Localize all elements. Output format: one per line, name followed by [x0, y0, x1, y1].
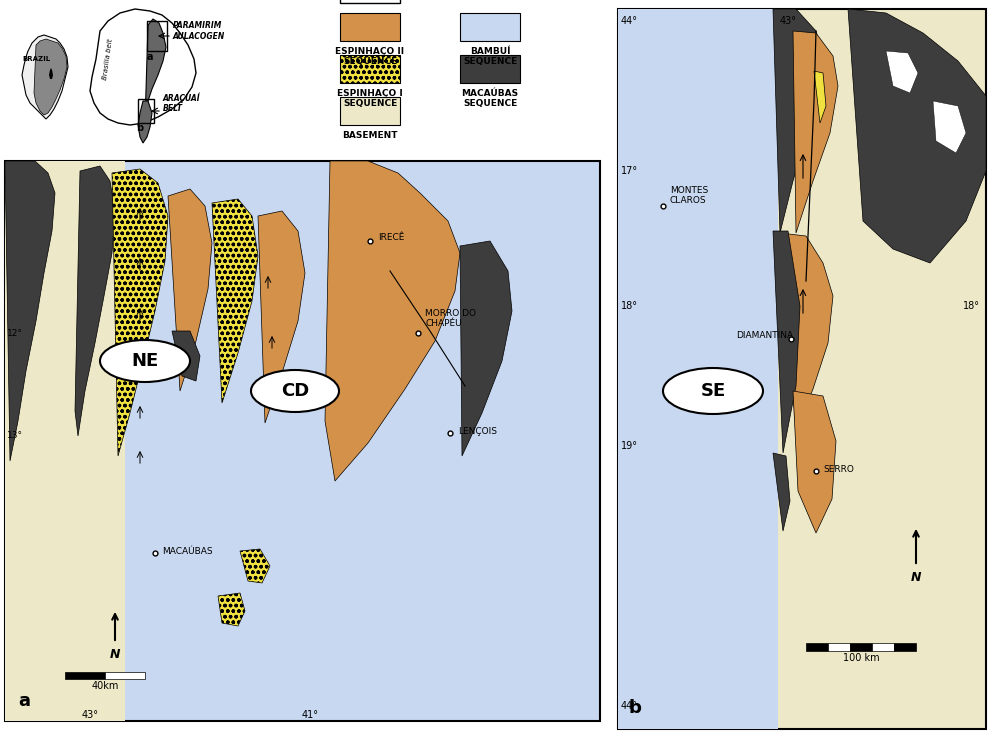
- Polygon shape: [848, 9, 986, 263]
- Bar: [105, 672, 145, 679]
- Polygon shape: [814, 71, 826, 123]
- Text: 44°: 44°: [621, 701, 638, 711]
- Polygon shape: [168, 189, 212, 391]
- Text: MONTES
CLAROS: MONTES CLAROS: [670, 185, 708, 205]
- Polygon shape: [112, 169, 168, 456]
- Polygon shape: [212, 199, 258, 403]
- Text: 12°: 12°: [7, 328, 23, 337]
- Text: 17°: 17°: [621, 166, 638, 176]
- Bar: [340, 13, 400, 41]
- Text: Brasilia belt: Brasilia belt: [102, 38, 114, 80]
- Text: IRECÊ: IRECÊ: [378, 234, 405, 243]
- Bar: [340, 0, 400, 3]
- Text: ESPINHAÇO II
SEQUENCE: ESPINHAÇO II SEQUENCE: [335, 47, 405, 66]
- Polygon shape: [933, 101, 966, 153]
- Text: 43°: 43°: [780, 16, 797, 26]
- Polygon shape: [218, 593, 245, 626]
- Text: MACAÚBAS
SEQUENCE: MACAÚBAS SEQUENCE: [462, 89, 518, 108]
- Polygon shape: [55, 181, 90, 411]
- Bar: [618, 9, 778, 729]
- Polygon shape: [793, 391, 836, 533]
- Polygon shape: [793, 31, 838, 233]
- Bar: [5, 161, 125, 721]
- Polygon shape: [780, 233, 833, 431]
- Bar: [147, 21, 167, 51]
- Text: PARAMIRIM
AULACOGEN: PARAMIRIM AULACOGEN: [173, 21, 225, 41]
- Text: BAMBUÍ
SEQUENCE: BAMBUÍ SEQUENCE: [463, 47, 517, 66]
- Polygon shape: [90, 9, 196, 125]
- Text: DIAMANTINA: DIAMANTINA: [736, 331, 793, 340]
- Text: ARAÇUAÍ
BELT: ARAÇUAÍ BELT: [163, 92, 201, 113]
- Polygon shape: [172, 331, 200, 381]
- Polygon shape: [145, 19, 166, 123]
- Text: 19°: 19°: [621, 441, 638, 451]
- Text: a: a: [18, 692, 30, 710]
- Polygon shape: [240, 549, 270, 583]
- Text: 13°: 13°: [7, 432, 23, 441]
- Bar: [872, 643, 894, 651]
- Text: 41°: 41°: [302, 710, 318, 720]
- Bar: [138, 99, 154, 123]
- Text: 100 km: 100 km: [843, 653, 879, 663]
- Bar: [828, 643, 850, 651]
- Text: LENÇOIS: LENÇOIS: [458, 427, 497, 436]
- Text: BRAZIL: BRAZIL: [22, 56, 50, 62]
- Polygon shape: [460, 241, 512, 456]
- Bar: [5, 161, 600, 721]
- Bar: [894, 643, 916, 651]
- Polygon shape: [773, 231, 800, 453]
- Text: ESPINHAÇO I
SEQUENCE: ESPINHAÇO I SEQUENCE: [337, 89, 403, 108]
- Polygon shape: [49, 68, 53, 79]
- Bar: [460, 55, 520, 83]
- Text: a: a: [147, 52, 153, 62]
- Text: SE: SE: [700, 382, 726, 400]
- Bar: [850, 643, 872, 651]
- Text: 18°: 18°: [963, 301, 980, 311]
- Polygon shape: [258, 211, 305, 423]
- Ellipse shape: [251, 370, 339, 412]
- Polygon shape: [34, 39, 67, 115]
- Polygon shape: [886, 51, 918, 93]
- Polygon shape: [325, 161, 460, 481]
- Text: MORRO DO
CHAPÉU: MORRO DO CHAPÉU: [425, 309, 476, 328]
- Text: b: b: [136, 123, 143, 133]
- Polygon shape: [75, 166, 115, 436]
- Text: N: N: [911, 571, 921, 584]
- Ellipse shape: [663, 368, 763, 414]
- Text: CD: CD: [281, 382, 310, 400]
- Polygon shape: [773, 453, 790, 531]
- Bar: [340, 97, 400, 125]
- Text: BASEMENT: BASEMENT: [342, 131, 398, 140]
- Bar: [65, 672, 105, 679]
- Text: 18°: 18°: [621, 301, 638, 311]
- Polygon shape: [138, 101, 152, 143]
- Text: MACAÚBAS: MACAÚBAS: [162, 547, 213, 556]
- Text: b: b: [628, 699, 641, 717]
- Polygon shape: [5, 161, 55, 461]
- Text: 43°: 43°: [81, 710, 99, 720]
- Polygon shape: [773, 9, 823, 233]
- Bar: [340, 55, 400, 83]
- Text: 40km: 40km: [91, 681, 119, 691]
- Text: NE: NE: [132, 352, 158, 370]
- Text: N: N: [110, 648, 121, 661]
- Bar: [618, 9, 986, 729]
- Bar: [806, 643, 828, 651]
- Bar: [460, 13, 520, 41]
- Text: 44°: 44°: [621, 16, 638, 26]
- Text: SERRO: SERRO: [823, 465, 854, 473]
- Polygon shape: [22, 35, 68, 119]
- Ellipse shape: [100, 340, 190, 382]
